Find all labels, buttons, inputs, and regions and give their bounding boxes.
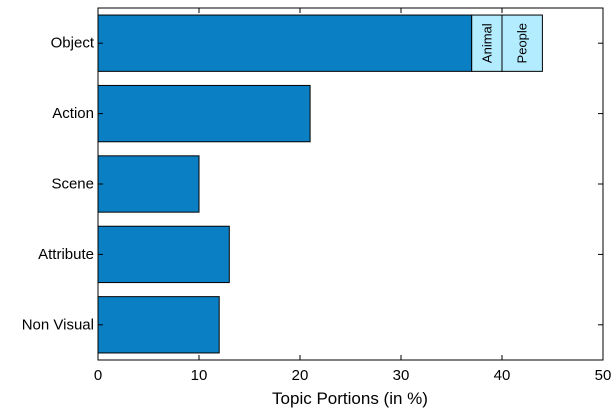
y-tick-label-action: Action: [52, 105, 94, 122]
segments-group: Animal People: [471, 14, 543, 72]
y-ticks-group: Object Action Scene Attribute Non Visual: [22, 35, 603, 333]
x-tick-label: 20: [292, 367, 309, 384]
x-tick-label: 10: [191, 367, 208, 384]
x-ticks-group: 0 10 20 30 40 50: [94, 8, 612, 384]
x-tick-label: 0: [94, 367, 102, 384]
segment-people: [501, 14, 543, 72]
x-axis-title: Topic Portions (in %): [272, 389, 428, 408]
segment-label-people: People: [515, 23, 530, 63]
y-tick-label-object: Object: [51, 35, 95, 52]
segment-animal: [471, 14, 503, 72]
bar-action: [97, 84, 311, 143]
x-tick-label: 30: [393, 367, 410, 384]
x-tick-label: 40: [494, 367, 511, 384]
bars-group: [97, 14, 473, 354]
bar-object: [97, 14, 473, 72]
y-tick-label-non-visual: Non Visual: [22, 316, 94, 333]
bar-attribute: [97, 225, 230, 284]
bar-non-visual: [97, 296, 220, 354]
x-tick-label: 50: [595, 367, 612, 384]
segment-label-animal: Animal: [479, 23, 494, 63]
bar-scene: [97, 155, 200, 213]
y-tick-label-attribute: Attribute: [38, 246, 94, 263]
y-tick-label-scene: Scene: [51, 176, 94, 193]
